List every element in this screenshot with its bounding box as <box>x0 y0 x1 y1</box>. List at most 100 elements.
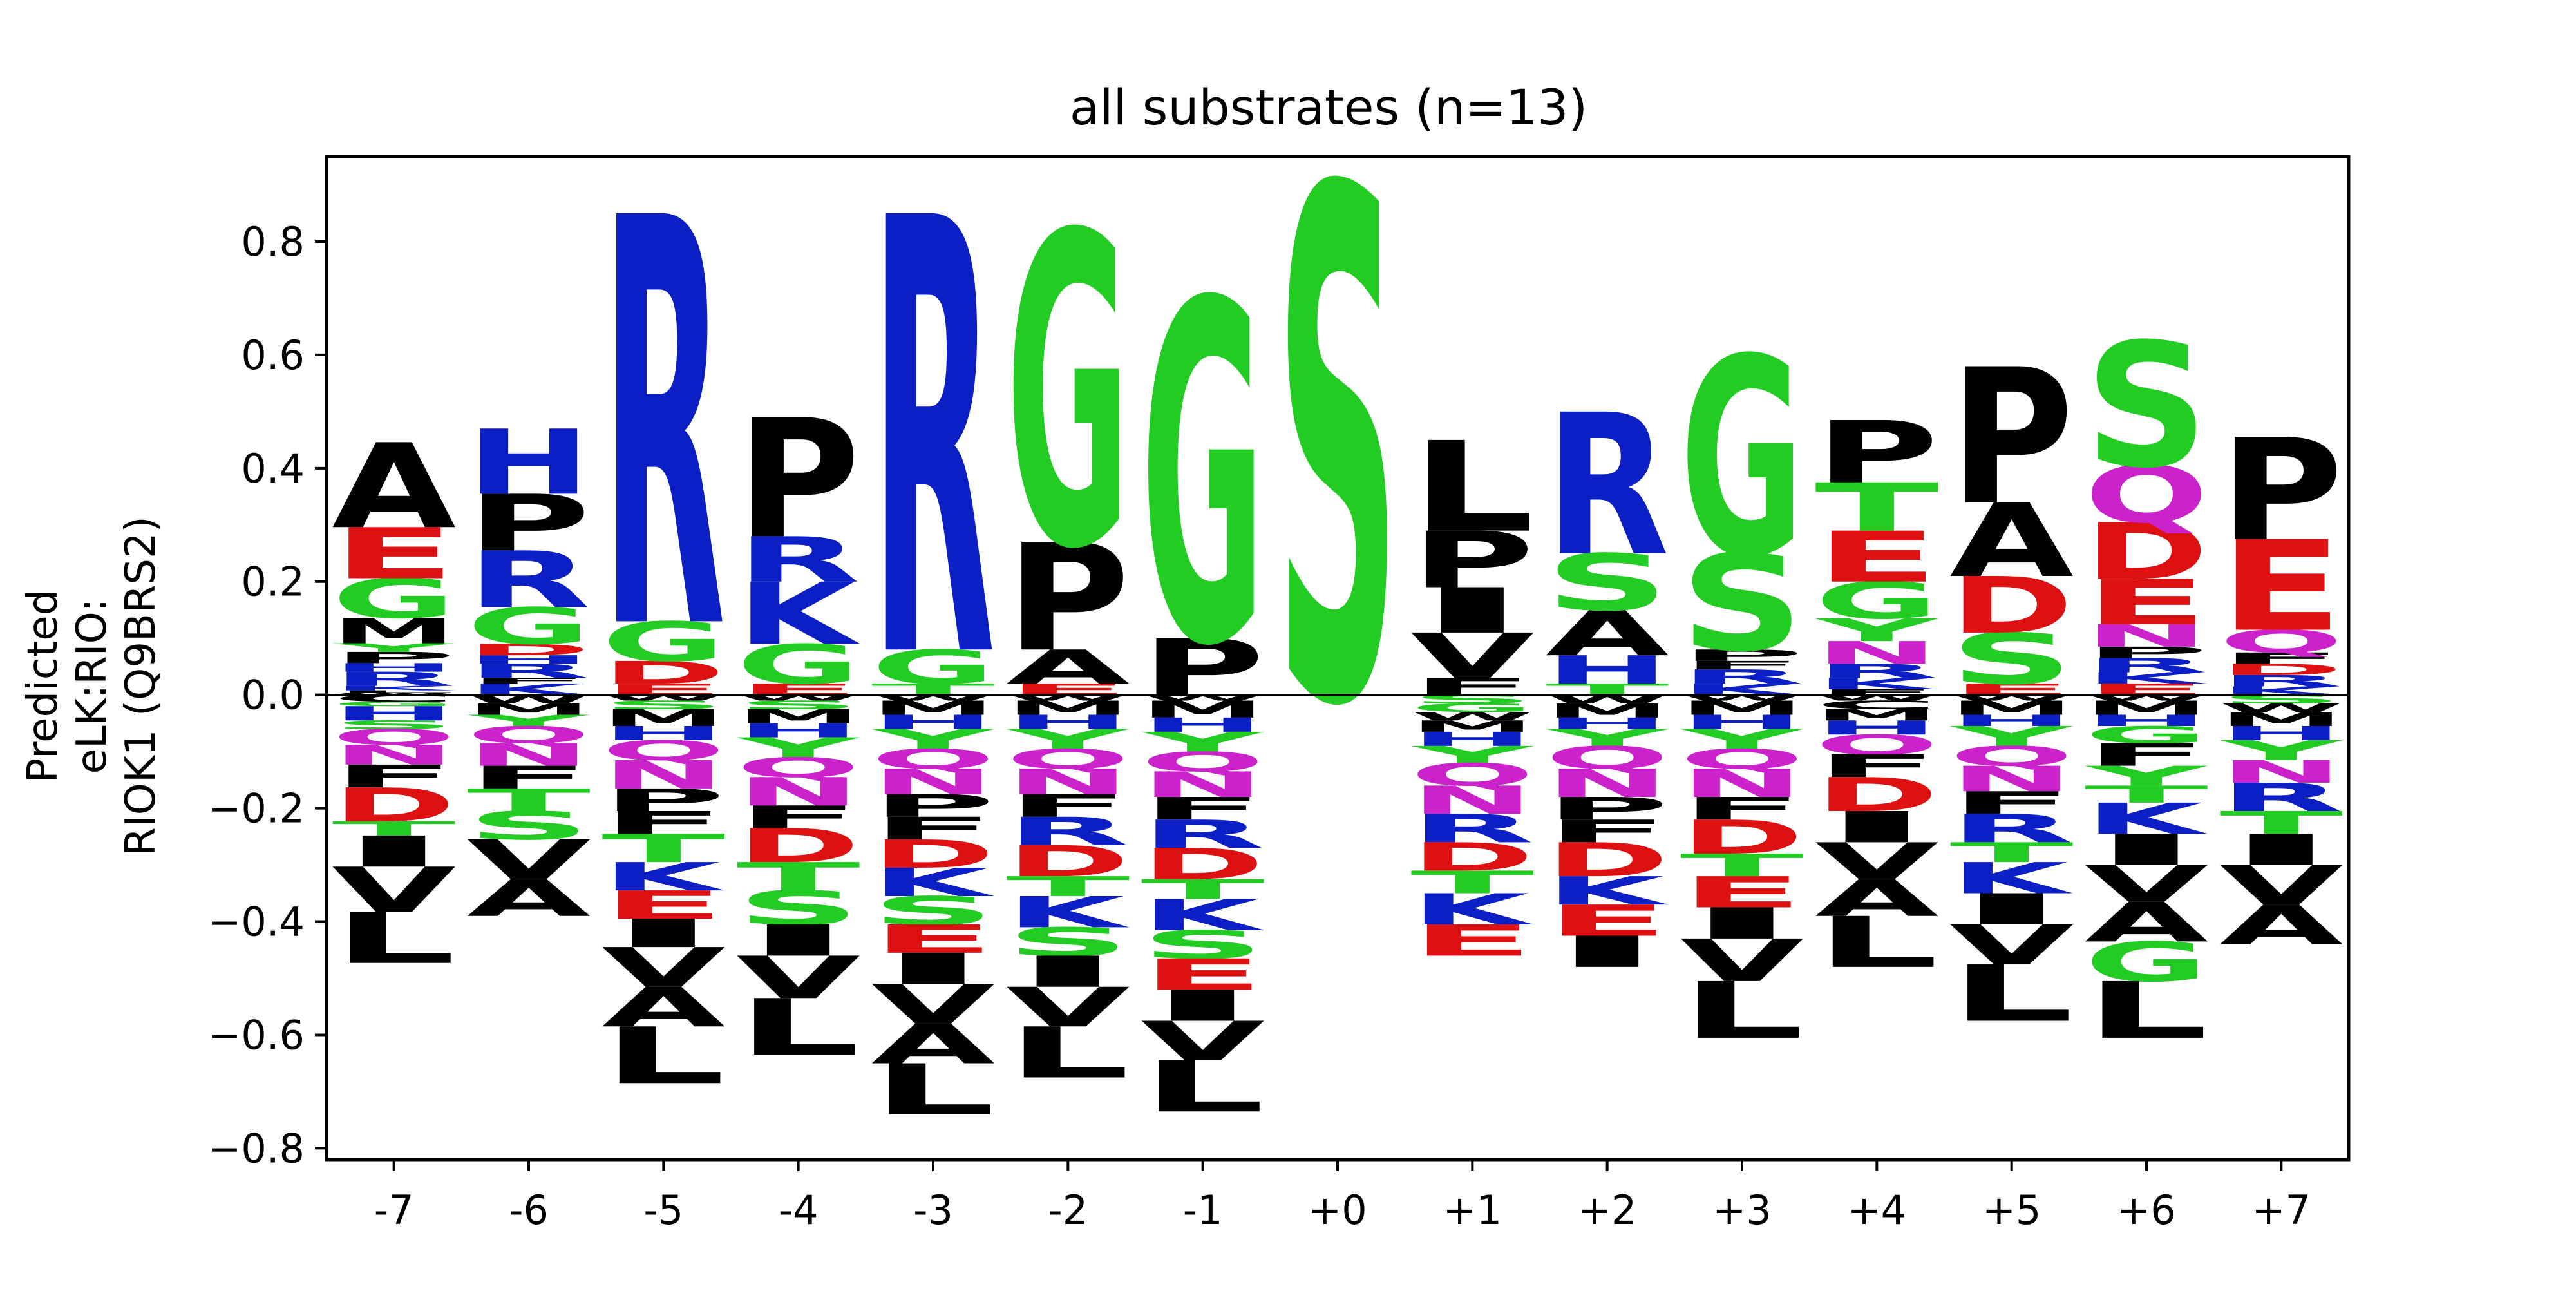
residue-letter-Y-+3: Y <box>1680 723 1804 755</box>
residue-letter-Q-+6: Q <box>2085 450 2209 540</box>
residue-letter-P-+6: P <box>2085 644 2209 662</box>
residue-letter-H--6: H <box>467 653 591 667</box>
residue-letter-T-+1: T <box>1410 865 1535 901</box>
residue-letter-L-+1: L <box>1410 416 1535 560</box>
residue-letter-E--5: E <box>601 883 726 928</box>
residue-letter-Q--1: Q <box>1141 747 1265 778</box>
residue-letter-Q--4: Q <box>736 752 860 783</box>
residue-letter-G-+1: G <box>1410 701 1535 714</box>
residue-letter-I--7: I <box>332 827 456 877</box>
residue-letter-H--6: H <box>467 411 591 515</box>
residue-letter-G--5: G <box>601 610 726 674</box>
residue-letter-T-+6: T <box>2085 781 2209 808</box>
y-tick-label: 0.2 <box>241 559 305 606</box>
residue-letter-M--5: M <box>601 705 726 732</box>
residue-letter-P--1: P <box>1141 623 1265 713</box>
y-tick-label: 0.6 <box>241 332 305 379</box>
residue-letter-E-+3: E <box>1680 868 1804 917</box>
residue-letter-V-+4: V <box>1815 832 1939 891</box>
residue-letter-Y-+5: Y <box>1949 721 2074 752</box>
residue-letter-D-+7: D <box>2219 661 2344 679</box>
residue-letter-H-+6: H <box>2085 712 2209 730</box>
residue-letter-H-+2: H <box>1545 714 1669 732</box>
residue-letter-P--3: P <box>871 788 996 824</box>
residue-letter-E-+2: E <box>1545 896 1669 946</box>
y-tick-label: −0.6 <box>207 1011 305 1058</box>
residue-letter-F--1: F <box>1141 790 1265 827</box>
residue-letter-D--7: D <box>332 778 456 832</box>
residue-letter-V-+3: V <box>1680 927 1804 995</box>
y-axis-label: Predicted eLK:RIO: RIOK1 (Q9BRS2) <box>19 516 165 856</box>
residue-letter-L-+3: L <box>1680 966 1804 1057</box>
residue-letter-F-+3: F <box>1680 658 1804 672</box>
x-tick-label: +4 <box>1848 1187 1906 1234</box>
residue-letter-Q-+5: Q <box>1949 741 2074 772</box>
x-tick-label: +2 <box>1578 1187 1636 1234</box>
residue-letter-I-+2: I <box>1545 928 1669 977</box>
residue-letter-S--2: S <box>1006 919 1130 964</box>
y-tick-label: 0.4 <box>241 445 305 492</box>
residue-letter-F--3: F <box>871 810 996 846</box>
residue-letter-Y--4: Y <box>736 732 860 763</box>
residue-letter-G-+6: G <box>2085 930 2209 994</box>
residue-letter-P--4: P <box>736 385 860 575</box>
residue-letter-T--6: T <box>467 782 591 818</box>
residue-letter-K--3: K <box>871 860 995 905</box>
residue-letter-V-+6: V <box>2085 855 2209 913</box>
residue-letter-T-+4: T <box>1815 470 1939 546</box>
residue-letter-T--5: T <box>601 827 726 872</box>
residue-letter-Y--7: Y <box>332 641 455 655</box>
residue-letter-H--7: H <box>332 702 456 725</box>
residue-letter-Q-+4: Q <box>1815 729 1939 761</box>
residue-letter-K-+4: K <box>1815 674 1939 693</box>
residue-letter-P--2: P <box>1006 513 1130 685</box>
x-tick-label: +3 <box>1712 1187 1771 1234</box>
residue-letter-V--6: V <box>467 828 591 892</box>
residue-letter-H-+3: H <box>1680 711 1804 734</box>
residue-letter-M-+4: M <box>1815 706 1939 724</box>
residue-letter-G--1: G <box>1141 205 1265 749</box>
residue-letter-S-+5: S <box>1949 619 2074 700</box>
plot-frame <box>325 155 2351 1162</box>
residue-letter-Y-+4: Y <box>1815 612 1939 648</box>
residue-letter-H--7: H <box>332 661 456 674</box>
x-tick-label: -6 <box>509 1187 549 1234</box>
residue-letter-I-+1: I <box>1410 575 1535 647</box>
residue-letter-L-+6: L <box>2085 966 2209 1057</box>
residue-letter-Q--3: Q <box>871 743 996 775</box>
residue-letter-I--1: I <box>1141 981 1265 1031</box>
residue-letter-I-+6: I <box>2085 825 2209 875</box>
residue-letter-A-+4: A <box>1815 869 1939 928</box>
residue-letter-G--7: G <box>332 700 456 707</box>
residue-letter-S--5: S <box>601 698 726 712</box>
residue-letter-G-+3: G <box>1680 301 1804 618</box>
residue-letter-D--1: D <box>1141 840 1265 890</box>
x-tick-label: +5 <box>1982 1187 2041 1234</box>
residue-letter-T-+3: T <box>1680 847 1804 883</box>
residue-letter-A--6: A <box>467 869 591 928</box>
y-axis-label-line-1: Predicted <box>19 589 67 783</box>
residue-letter-N--3: N <box>871 762 996 803</box>
residue-letter-P-+5: P <box>1949 329 2074 546</box>
residue-letter-T--4: T <box>736 855 860 900</box>
residue-letter-N-+3: N <box>1680 761 1804 806</box>
residue-letter-Y-+2: Y <box>1545 724 1669 751</box>
residue-letter-N-+4: N <box>1815 635 1939 671</box>
residue-letter-E-+6: E <box>2085 566 2209 639</box>
residue-letter-R-+1: R <box>1410 806 1535 851</box>
residue-letter-A--7: A <box>332 419 456 555</box>
residue-letter-M--1: M <box>1141 696 1265 723</box>
residue-letter-R-+4: R <box>1815 660 1939 683</box>
residue-letter-R--6: R <box>467 660 591 683</box>
residue-letter-L--5: L <box>601 1011 726 1102</box>
x-tick-label: +0 <box>1308 1187 1367 1234</box>
y-tick-label: −0.8 <box>207 1125 305 1172</box>
residue-letter-S-+0: S <box>1276 46 1400 861</box>
residue-letter-T--2: T <box>1006 871 1130 903</box>
residue-letter-R-+6: R <box>2085 655 2209 677</box>
residue-letter-I-+5: I <box>1949 885 2074 935</box>
residue-letter-F-+2: F <box>1545 814 1669 850</box>
residue-letter-V-+1: V <box>1410 620 1535 693</box>
